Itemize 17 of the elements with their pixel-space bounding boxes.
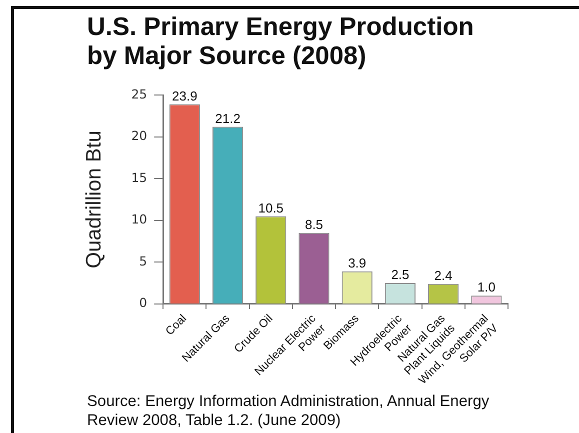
source-note: Source: Energy Information Administration, Annual Energy Review 2008, Table 1.2. (June 2009) [87,393,490,430]
y-tick-label: 15 [131,170,148,185]
y-tick-label: 10 [131,212,148,227]
data-label: 2.5 [391,267,410,282]
data-label: 2.4 [434,268,452,283]
data-label: 3.9 [348,255,366,270]
y-tick-label: 25 [131,86,148,102]
y-tick-label: 5 [139,253,148,268]
y-tick-label: 20 [131,128,148,144]
y-axis-title: Quadrillion Btu [82,130,106,268]
data-label: 21.2 [215,110,240,126]
data-label: 10.5 [258,200,284,216]
chart-title: U.S. Primary Energy Production by Major Source (2008) [87,13,475,71]
data-label: 8.5 [304,216,324,232]
data-label: 23.9 [172,88,198,104]
y-tick-label: 0 [139,295,148,310]
data-label: 1.0 [477,280,496,295]
